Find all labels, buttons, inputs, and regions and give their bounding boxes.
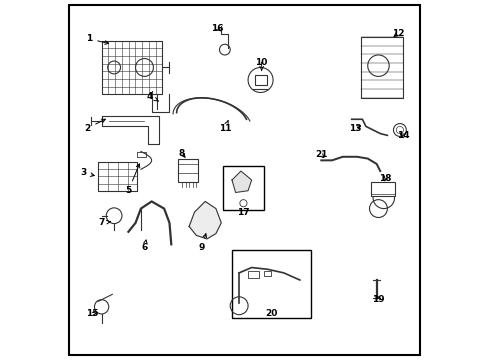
Text: 3: 3 [80,168,94,177]
Bar [247,271,258,278]
Bar [178,158,198,182]
Text: 8: 8 [179,149,185,158]
Text: 4: 4 [146,91,158,101]
Text: 6: 6 [141,240,147,252]
Text: 19: 19 [371,295,384,304]
Text: 21: 21 [314,150,327,159]
Text: 9: 9 [198,234,206,252]
Bar [102,41,162,94]
Text: 16: 16 [211,24,224,33]
Bar [98,162,137,191]
Text: 2: 2 [84,119,105,133]
Polygon shape [231,171,251,193]
Text: 1: 1 [86,35,108,44]
Bar [370,182,394,196]
Bar [360,37,403,98]
Bar [254,75,266,85]
Text: 12: 12 [391,29,404,38]
Text: 10: 10 [255,58,267,70]
Bar [231,249,310,318]
Polygon shape [189,202,221,239]
Text: 13: 13 [348,124,361,133]
Bar [137,153,146,157]
Text: 14: 14 [396,131,409,140]
Bar [223,166,264,210]
Text: 20: 20 [264,310,277,319]
Text: 11: 11 [218,121,231,133]
Text: 7: 7 [98,219,110,228]
Text: 18: 18 [379,174,391,183]
Bar [264,271,271,276]
Text: 5: 5 [125,164,140,195]
Text: 17: 17 [237,208,249,217]
Text: 15: 15 [86,310,99,319]
